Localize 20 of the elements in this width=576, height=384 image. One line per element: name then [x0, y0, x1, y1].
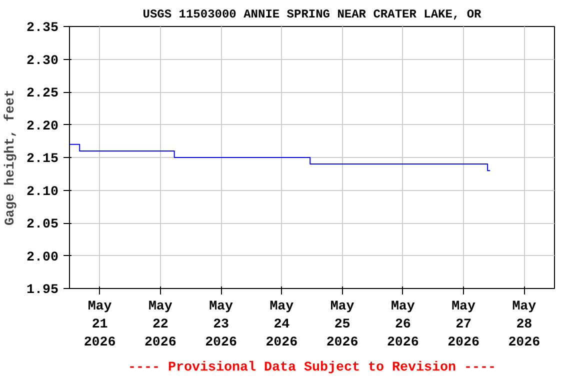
y-tick-label: 2.20 [26, 119, 59, 134]
y-tick-label: 2.15 [26, 152, 59, 167]
y-tick-label: 2.25 [26, 86, 59, 102]
x-tick-label: May 28 2026 [508, 300, 540, 350]
x-tick-label: May 27 2026 [448, 300, 480, 350]
x-tick-label: May 25 2026 [326, 300, 358, 350]
y-axis-title: Gage height, feet [4, 90, 19, 226]
y-tick-label: 2.30 [26, 54, 59, 69]
y-tick-label: 2.35 [26, 21, 59, 36]
x-tick-label: May 24 2026 [266, 300, 298, 350]
x-tick-label: May 21 2026 [84, 300, 116, 350]
chart-title: USGS 11503000 ANNIE SPRING NEAR CRATER LAKE, OR [142, 8, 482, 22]
y-tick-label: 2.00 [26, 250, 59, 266]
y-tick-label: 2.05 [26, 218, 59, 232]
x-tick-label: May 26 2026 [386, 300, 419, 350]
y-tick-label: 1.95 [26, 283, 59, 298]
text: ---- Provisional Data Subject to Revision ---- [128, 360, 496, 376]
y-tick-label: 2.10 [26, 184, 59, 200]
x-tick-label: May 22 2026 [144, 300, 176, 350]
x-tick-label: May 23 2026 [205, 300, 238, 350]
